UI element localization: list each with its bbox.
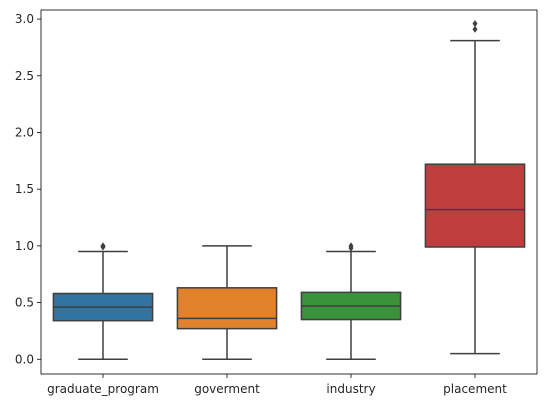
y-tick-label: 2.5 — [15, 69, 34, 83]
outlier-point — [348, 242, 354, 250]
boxes-layer — [52, 19, 526, 361]
y-tick-label: 1.5 — [15, 182, 34, 196]
y-tick-label: 3.0 — [15, 12, 34, 26]
x-tick-label: goverment — [194, 382, 260, 396]
outlier-point — [100, 242, 106, 250]
y-tick-label: 2.0 — [15, 125, 34, 139]
box-group-goverment — [176, 245, 278, 361]
x-tick-label: graduate_program — [47, 382, 159, 396]
box-body — [176, 287, 278, 330]
box-group-placement — [424, 19, 526, 355]
box-group-industry — [300, 242, 402, 361]
y-tick-label: 1.0 — [15, 239, 34, 253]
box-body — [424, 163, 526, 248]
outlier-point — [472, 19, 478, 28]
box-group-graduate_program — [52, 242, 154, 361]
outlier-point — [472, 25, 478, 33]
y-tick-label: 0.0 — [15, 352, 34, 366]
y-tick-label: 0.5 — [15, 296, 34, 310]
x-tick-label: industry — [326, 382, 375, 396]
axes-layer: 0.0 0.5 1.0 1.5 2.0 2.5 3.0 graduate_program gov… — [15, 9, 538, 396]
axes-frame — [40, 9, 538, 375]
x-tick-label: placement — [443, 382, 507, 396]
